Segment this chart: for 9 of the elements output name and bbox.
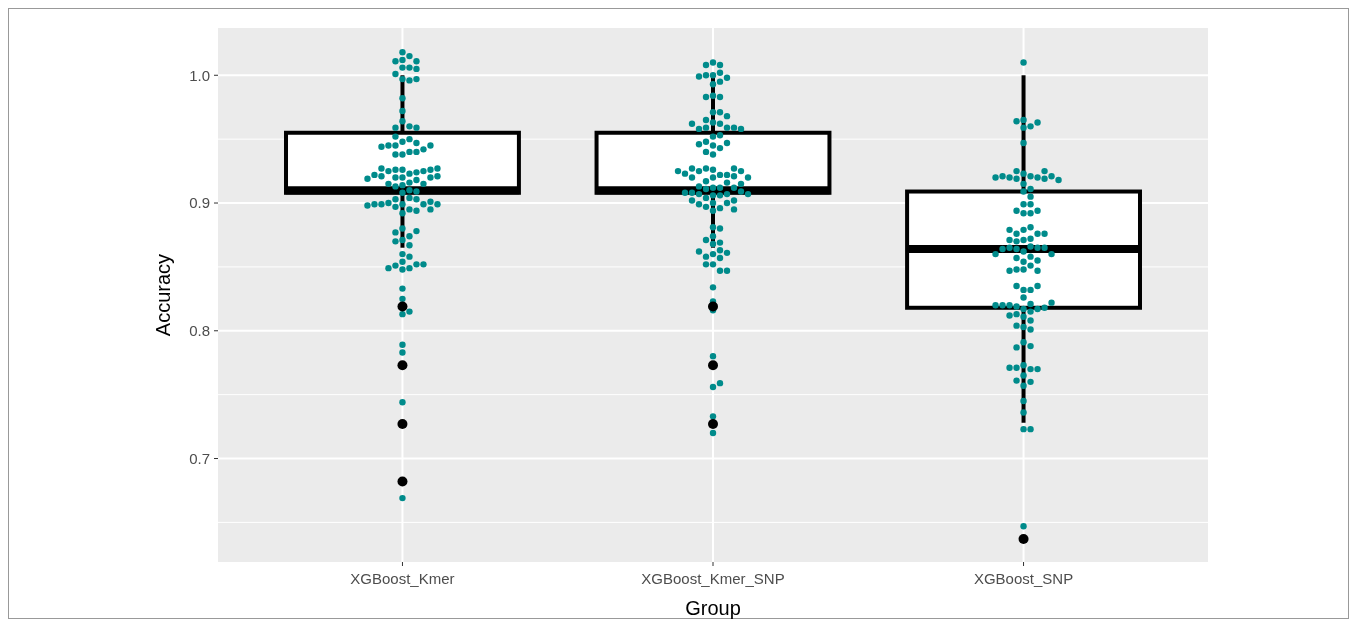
- x-axis-title: Group: [685, 597, 741, 619]
- y-tick-label: 0.9: [189, 194, 210, 212]
- y-tick-label: 0.8: [189, 322, 210, 340]
- x-tick-label: XGBoost_Kmer_SNP: [641, 570, 785, 587]
- x-tick-label: XGBoost_SNP: [973, 570, 1074, 587]
- y-axis-title: Accuracy: [152, 253, 174, 337]
- y-tick-label: 1.0: [189, 66, 210, 84]
- y-tick-label: 0.7: [189, 449, 210, 467]
- x-tick-label: XGBoost_Kmer: [350, 570, 455, 587]
